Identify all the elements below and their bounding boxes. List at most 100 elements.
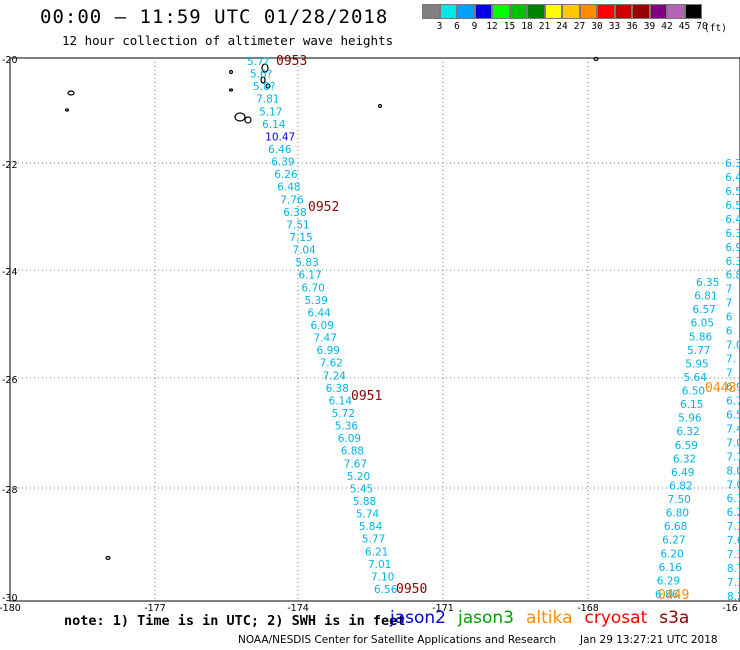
legend-tick-label: 45	[678, 21, 691, 32]
latitude-label: -20	[2, 55, 18, 66]
island	[265, 83, 271, 89]
graticule	[10, 58, 740, 601]
wave-height-value: 8.23	[727, 591, 740, 603]
satellite-name: cryosat	[584, 608, 648, 628]
wave-height-value: 8.08	[726, 465, 740, 477]
wave-height-value: 6.82	[669, 480, 692, 492]
wave-height-value: 7.10	[371, 571, 394, 583]
legend-swatch	[614, 4, 632, 19]
legend-tick-label: 30	[591, 21, 603, 32]
wave-height-value: 7.03	[726, 479, 740, 491]
wave-height-value: 7.62	[320, 358, 343, 370]
wave-height-value: 5.84	[359, 521, 383, 533]
wave-height-value: 6	[726, 326, 733, 338]
longitude-label: -168	[577, 603, 599, 614]
legend-tick-label: 18	[521, 21, 533, 32]
wave-height-value: 7.45	[726, 423, 740, 435]
legend-swatch	[492, 4, 510, 19]
wave-height-value: 7.02	[726, 437, 740, 449]
wave-height-value: 6.71	[727, 493, 740, 505]
wave-height-value: 6.80	[666, 508, 689, 520]
wave-height-value: 6.17	[298, 270, 321, 282]
island	[228, 69, 234, 75]
wave-height-value: 5.17	[259, 106, 282, 118]
wave-height-value: 6.15	[680, 399, 703, 411]
pass-time-label: 0448	[705, 381, 736, 396]
wave-height-value: 6.57	[692, 304, 715, 316]
wave-height-value: 5.45	[350, 483, 373, 495]
latitude-label: -26	[2, 375, 18, 386]
satellite-name: jason2	[390, 608, 446, 628]
wave-height-value: 8.72	[727, 563, 740, 575]
latitude-label: -28	[2, 485, 18, 496]
wave-height-value: 6.35	[696, 277, 719, 289]
map-subtitle: 12 hour collection of altimeter wave hei…	[62, 33, 394, 48]
island	[260, 76, 266, 84]
island	[67, 90, 75, 96]
map-frame	[9, 57, 740, 602]
longitude-label: -180	[0, 603, 21, 614]
legend-swatch	[439, 4, 457, 19]
wave-height-value: 7.01	[368, 559, 391, 571]
legend-swatch	[579, 4, 597, 19]
wave-height-value: 5.77	[687, 345, 710, 357]
island	[244, 116, 252, 124]
wave-height-value: 6.09	[338, 433, 361, 445]
wave-height-value: 6	[726, 312, 733, 324]
wave-height-value: 6.57	[725, 186, 740, 198]
wave-height-value: 6.81	[694, 291, 717, 303]
legend-tick-label: 36	[626, 21, 638, 32]
wave-height-value: 7.24	[323, 370, 347, 382]
legend-swatch	[527, 4, 545, 19]
wave-height-value: 6.49	[671, 467, 694, 479]
wave-height-value: 6.3	[725, 158, 740, 170]
legend-swatch	[562, 4, 580, 19]
altimeter-tracks: 5.7?5.6?5.8?7.815.176.1410.476.466.396.2…	[247, 56, 740, 603]
latitude-labels: -20 -22 -24 -26 -28 -30	[2, 55, 18, 604]
wave-height-value: 6.14	[262, 119, 286, 131]
wave-height-value: 6.27	[727, 507, 740, 519]
wave-height-value: 6.50	[682, 386, 705, 398]
wave-height-value: 6.38	[283, 207, 306, 219]
legend-labels: 3 6 9 12 15 18 21 24 27 30 33 36 39 42 45 70	[422, 19, 708, 33]
island	[228, 88, 234, 92]
wave-height-value: 6.95	[725, 242, 740, 254]
longitude-label: -174	[287, 603, 309, 614]
legend-unit: (ft)	[704, 23, 727, 34]
wave-height-value: 5.77	[362, 534, 385, 546]
wave-height-value: 7.15	[289, 232, 312, 244]
wave-height-value: 7.50	[667, 494, 690, 506]
island	[64, 108, 70, 112]
wave-height-value: 5.83	[295, 257, 318, 269]
wave-height-value: 6.09	[311, 320, 334, 332]
wave-height-value: 6.68	[664, 521, 687, 533]
satellite-name: s3a	[659, 608, 690, 628]
wave-height-value: 6.83	[726, 270, 740, 282]
pass-labels: 0953 0952 0951 0950 0448 0449	[276, 54, 736, 603]
pass-time-label: 0952	[308, 200, 339, 215]
footer-note: note: 1) Time is in UTC; 2) SWH is in fe…	[64, 613, 406, 629]
color-legend: 3 6 9 12 15 18 21 24 27 30 33 36 39 42 45 70 (ft)	[422, 4, 727, 34]
longitude-label: -171	[432, 603, 454, 614]
wave-height-value: 5.74	[356, 509, 380, 521]
wave-height-value: 5.39	[304, 295, 327, 307]
pass-time-label: 0953	[276, 54, 307, 69]
wave-height-value: 6.78	[726, 395, 740, 407]
wave-height-value: 5.96	[678, 413, 702, 425]
wave-height-value: 6.70	[301, 282, 324, 294]
wave-height-value: 6.86	[655, 589, 679, 601]
wave-height-value: 5.86	[689, 331, 713, 343]
satellite-name: altika	[526, 608, 573, 628]
latitude-label: -30	[2, 593, 18, 604]
wave-height-value: 6.46	[268, 144, 292, 156]
latitude-label: -24	[2, 267, 18, 278]
wave-height-value: 7.81	[256, 94, 279, 106]
generated-timestamp: Jan 29 13:27:21 UTC 2018	[580, 634, 718, 646]
wave-height-value: 7.	[726, 354, 736, 366]
legend-tick-label: 3	[436, 21, 443, 32]
island	[261, 63, 269, 73]
wave-height-value: 6.59	[675, 440, 698, 452]
wave-height-value: 5.88	[353, 496, 376, 508]
wave-height-value: 7.65	[727, 535, 740, 547]
